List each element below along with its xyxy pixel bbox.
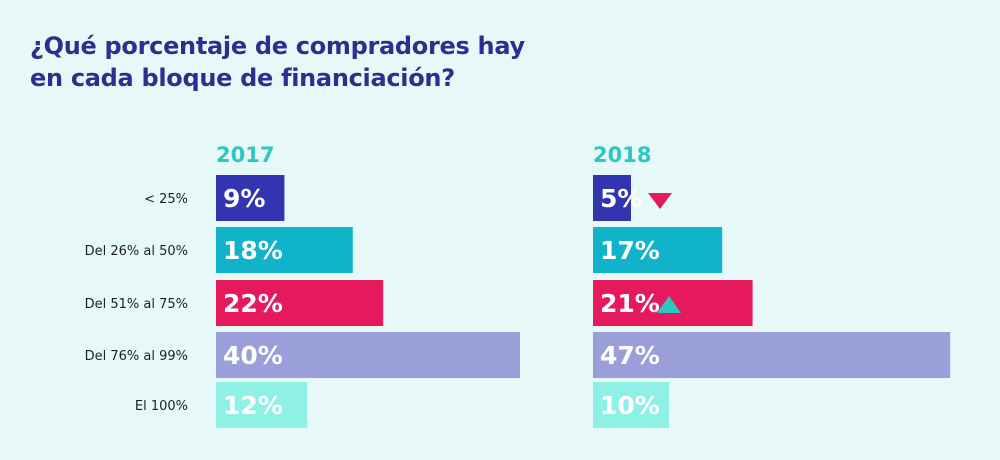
bar-2018-2 <box>593 227 723 273</box>
bar-value-label-2017-1: 9% <box>223 184 265 213</box>
category-label-3: Del 51% al 75% <box>85 297 188 312</box>
bar-2017-1 <box>216 175 285 221</box>
bar-value-label-2017-4: 40% <box>223 341 283 370</box>
bar-value-label-2018-1: 5% <box>600 184 642 213</box>
bar-2017-3 <box>216 280 384 326</box>
bar-2018-1 <box>593 175 631 221</box>
category-label-2: Del 26% al 50% <box>85 244 188 259</box>
bar-value-label-2017-3: 22% <box>223 289 283 318</box>
category-label-5: El 100% <box>135 399 188 414</box>
chart-title: ¿Qué porcentaje de compradores hay en ca… <box>30 32 525 92</box>
bar-value-label-2017-5: 12% <box>223 391 283 420</box>
bar-2018-4 <box>593 332 951 378</box>
bar-2017-2 <box>216 227 353 273</box>
bar-value-label-2018-5: 10% <box>600 391 660 420</box>
category-label-1: < 25% <box>144 192 188 207</box>
bar-value-label-2018-3: 21% <box>600 289 660 318</box>
category-label-4: Del 76% al 99% <box>85 349 188 364</box>
trend-up-icon <box>657 296 681 313</box>
year-label-2017: 2017 <box>216 143 274 167</box>
bar-value-label-2018-2: 17% <box>600 236 660 265</box>
trend-down-icon <box>648 193 672 209</box>
bar-2017-5 <box>216 382 308 428</box>
year-label-2018: 2018 <box>593 143 651 167</box>
bar-2017-4 <box>216 332 520 378</box>
bar-2018-5 <box>593 382 669 428</box>
bar-value-label-2018-4: 47% <box>600 341 660 370</box>
bar-value-label-2017-2: 18% <box>223 236 283 265</box>
